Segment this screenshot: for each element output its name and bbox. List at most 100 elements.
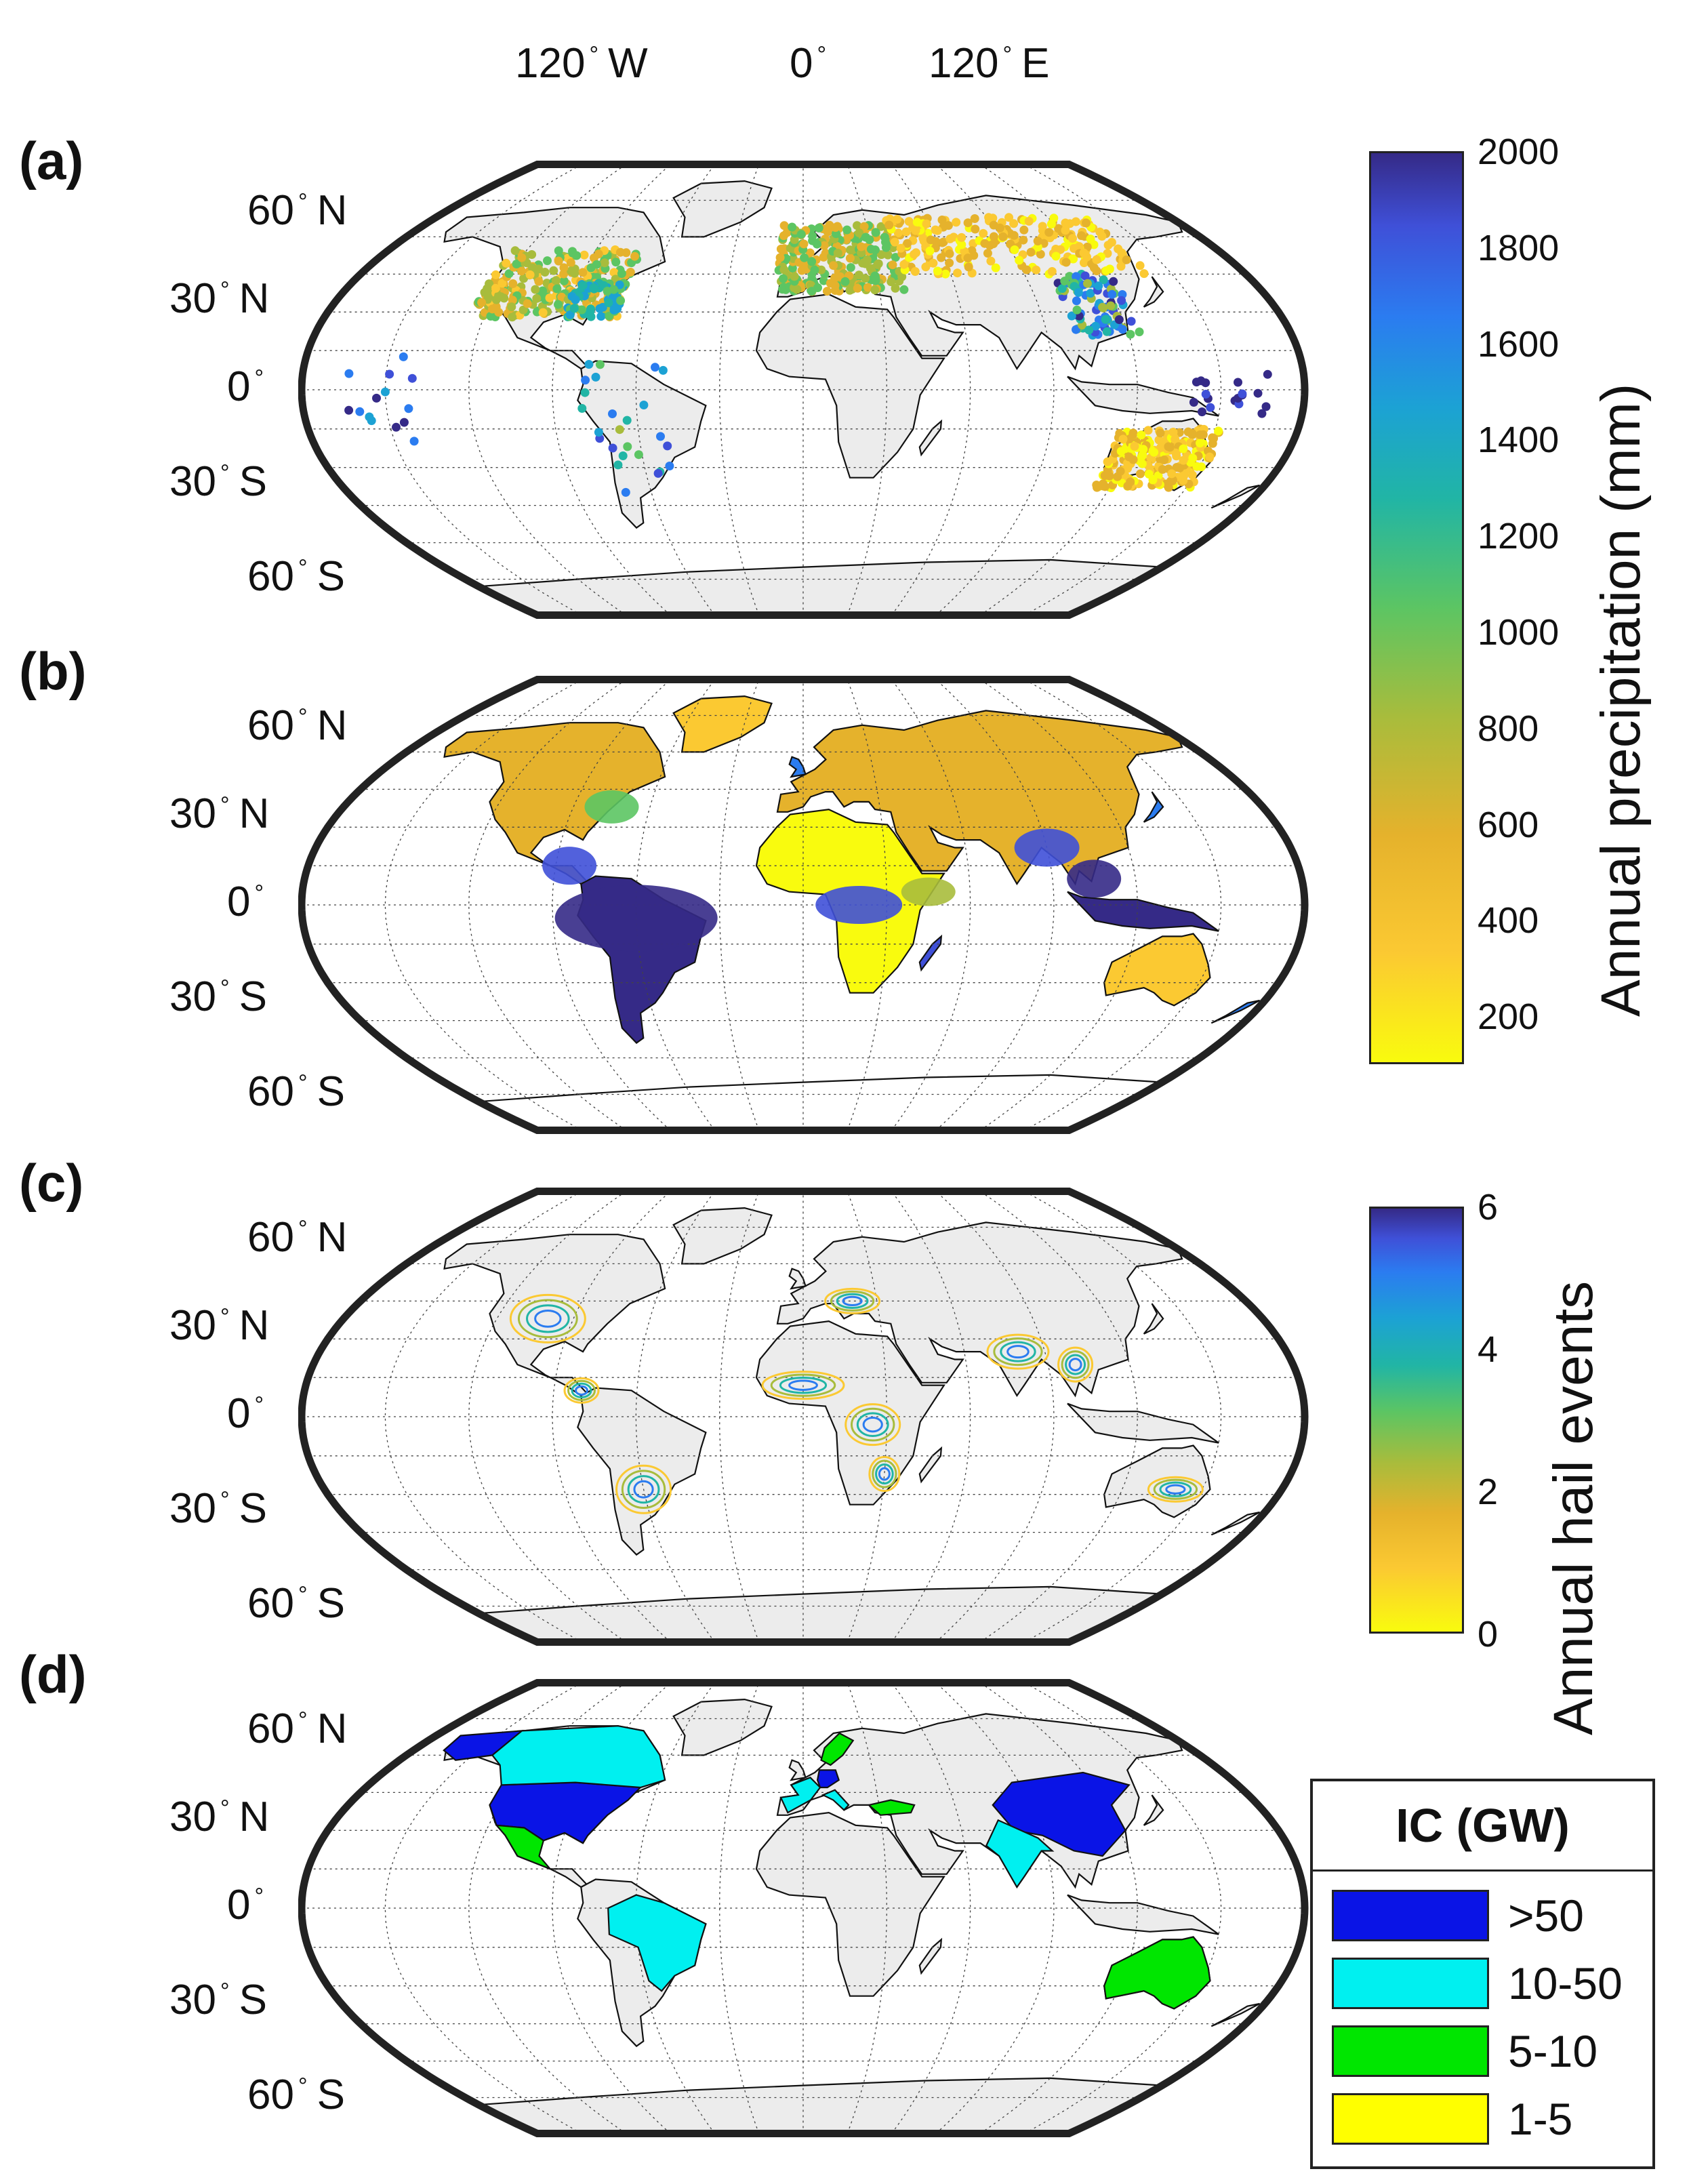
hail-contour xyxy=(1165,1484,1186,1495)
station-point xyxy=(380,387,390,397)
station-point xyxy=(842,225,852,235)
ic-region-alaska xyxy=(443,1730,525,1761)
station-point xyxy=(572,251,582,260)
station-point xyxy=(1139,269,1149,279)
station-point xyxy=(622,416,632,425)
station-point xyxy=(790,272,799,281)
station-point xyxy=(1019,225,1029,235)
station-point xyxy=(608,443,617,453)
station-point xyxy=(1234,378,1242,387)
precip-tick-1600: 1600 xyxy=(1478,323,1560,365)
station-point xyxy=(1160,456,1169,464)
station-point xyxy=(1109,277,1118,286)
station-point xyxy=(1097,232,1107,241)
station-point xyxy=(1154,435,1164,445)
station-point xyxy=(538,286,548,296)
hail-contour xyxy=(761,1371,845,1400)
precip-patch xyxy=(1014,828,1080,867)
station-point xyxy=(1116,466,1125,476)
hail-contour xyxy=(770,1373,836,1397)
panel-label-a: (a) xyxy=(19,131,84,190)
ic-region-scandinavia xyxy=(820,1732,855,1766)
station-point xyxy=(656,432,665,441)
hail-contour xyxy=(615,1464,672,1514)
lat-label-60n-panel1: 60 ° N xyxy=(247,702,348,749)
station-point xyxy=(888,260,897,270)
station-point xyxy=(876,222,886,231)
ic-legend-swatch xyxy=(1332,2093,1489,2145)
graticule-lon xyxy=(552,164,671,615)
graticule-lon xyxy=(552,1682,671,2134)
map-frame xyxy=(298,676,1309,1134)
station-point xyxy=(1080,271,1090,281)
station-point xyxy=(569,304,579,313)
station-point xyxy=(1060,277,1070,286)
station-point xyxy=(817,265,826,275)
station-point xyxy=(853,283,862,293)
station-point xyxy=(579,250,589,260)
station-point xyxy=(796,230,806,239)
precip-patch xyxy=(584,790,639,824)
station-point xyxy=(594,249,603,259)
station-point xyxy=(1024,216,1034,226)
station-point xyxy=(845,285,855,295)
station-point xyxy=(1114,315,1124,324)
graticule-lon xyxy=(1024,1191,1222,1642)
ic-legend-label: >50 xyxy=(1508,1890,1584,1941)
precip-tick-1000: 1000 xyxy=(1478,611,1560,653)
ic-legend-swatch xyxy=(1332,1958,1489,2009)
station-point xyxy=(1143,426,1153,435)
station-point xyxy=(634,450,643,460)
station-point xyxy=(1136,469,1145,479)
ic-legend-row: 5-10 xyxy=(1332,2025,1598,2077)
station-point xyxy=(829,261,838,270)
station-point xyxy=(779,274,788,283)
station-point xyxy=(1118,434,1128,444)
land-japan xyxy=(1143,1303,1164,1335)
hail-contour xyxy=(567,1379,596,1401)
station-point xyxy=(1156,428,1165,438)
hail-contour xyxy=(836,1293,869,1309)
station-point xyxy=(554,246,563,256)
lat-label-30s-panel2: 30 ° S xyxy=(169,1485,267,1532)
station-point xyxy=(863,283,872,292)
station-point xyxy=(1172,463,1181,472)
station-point xyxy=(922,219,931,228)
station-point xyxy=(1263,369,1272,379)
hail-contour xyxy=(1000,1341,1036,1362)
hail-contour xyxy=(1061,1350,1090,1379)
station-point xyxy=(1032,265,1041,275)
station-point xyxy=(1192,378,1201,387)
hail-contour xyxy=(779,1376,828,1394)
station-point xyxy=(554,300,563,309)
graticule-lon xyxy=(552,679,671,1131)
station-point xyxy=(623,442,632,451)
station-point xyxy=(1051,251,1061,261)
station-point xyxy=(1072,296,1081,306)
station-point xyxy=(344,369,354,378)
station-point xyxy=(833,248,842,258)
land-nz xyxy=(1210,484,1261,509)
graticule-lon xyxy=(1024,164,1222,615)
ic-legend-row: 1-5 xyxy=(1332,2093,1572,2145)
station-point xyxy=(508,312,517,322)
land-madagascar xyxy=(918,419,943,457)
station-point xyxy=(491,270,500,279)
station-point xyxy=(1117,296,1126,305)
station-point xyxy=(1019,235,1028,245)
station-point xyxy=(1067,311,1076,321)
station-point xyxy=(1091,321,1100,331)
hail-contour xyxy=(633,1480,654,1499)
land-japan xyxy=(1143,791,1164,823)
station-point xyxy=(399,352,408,361)
station-point xyxy=(1044,228,1054,237)
station-point xyxy=(807,287,817,296)
station-point xyxy=(855,228,864,238)
station-point xyxy=(870,285,880,295)
graticule-lon xyxy=(384,164,582,615)
station-point xyxy=(853,221,861,230)
ic-legend-swatch xyxy=(1332,2025,1489,2077)
hail-contour xyxy=(788,1379,818,1391)
station-point xyxy=(1138,450,1147,460)
station-point xyxy=(1057,284,1067,294)
